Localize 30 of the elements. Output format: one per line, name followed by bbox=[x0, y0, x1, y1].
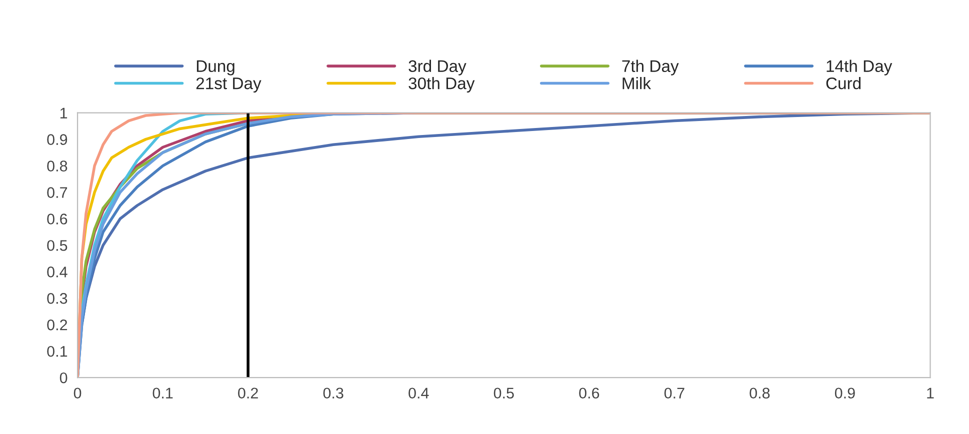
y-tick-label: 1 bbox=[60, 108, 68, 118]
x-tick-label: 0.2 bbox=[238, 388, 258, 399]
legend-label: Dung bbox=[196, 60, 234, 76]
legend-label: Curd bbox=[826, 77, 861, 90]
x-tick-label: 0.3 bbox=[323, 388, 344, 399]
legend-label: 21st Day bbox=[196, 77, 262, 93]
y-tick-label: 0.5 bbox=[47, 240, 68, 251]
y-tick-label: 0.8 bbox=[47, 160, 68, 172]
x-tick-label: 1 bbox=[927, 388, 934, 398]
y-tick-label: 0.6 bbox=[47, 214, 68, 224]
legend-label: Milk bbox=[622, 77, 652, 90]
x-tick-label: 0.9 bbox=[834, 388, 855, 399]
legend-label: 14th Day bbox=[826, 60, 892, 76]
x-tick-label: 0.8 bbox=[750, 388, 770, 399]
legend-label: 3rd Day bbox=[408, 60, 466, 76]
x-tick-label: 0.1 bbox=[152, 388, 173, 399]
y-tick-label: 0.2 bbox=[47, 320, 68, 330]
y-tick-label: 0.4 bbox=[47, 266, 68, 278]
x-tick-label: 0 bbox=[74, 388, 82, 399]
y-tick-label: 0.1 bbox=[47, 346, 68, 357]
x-tick-label: 0.5 bbox=[494, 388, 514, 399]
legend-label: 7th Day bbox=[622, 60, 679, 76]
x-tick-label: 0.6 bbox=[579, 388, 600, 399]
x-tick-label: 0.7 bbox=[664, 388, 684, 399]
y-tick-label: 0.7 bbox=[47, 187, 68, 198]
legend-label: 30th Day bbox=[408, 77, 475, 93]
x-tick-label: 0.4 bbox=[408, 388, 429, 399]
y-tick-label: 0.3 bbox=[47, 293, 68, 304]
y-tick-label: 0.9 bbox=[47, 134, 68, 145]
y-tick-label: 0 bbox=[60, 372, 68, 384]
